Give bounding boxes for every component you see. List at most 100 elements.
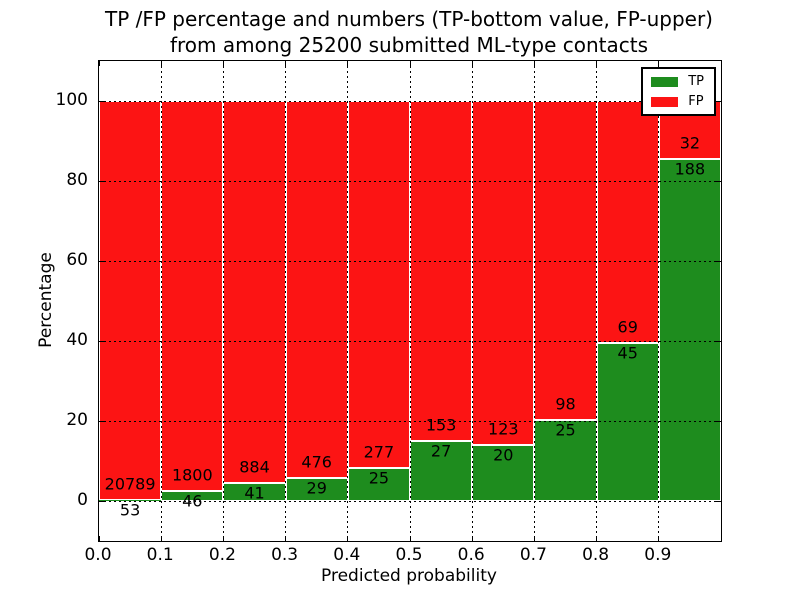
x-tick-label: 0.7 [519, 545, 547, 565]
x-tick [658, 536, 660, 541]
vertical-gridline [533, 61, 535, 541]
bar-segment-tp [472, 445, 535, 501]
x-axis-label: Predicted probability [321, 566, 497, 586]
fp-count-label: 277 [363, 442, 395, 462]
chart-title: TP /FP percentage and numbers (TP-bottom… [98, 6, 720, 58]
x-tick [160, 61, 162, 66]
x-tick [720, 536, 722, 541]
y-tick [99, 260, 104, 262]
y-tick [716, 340, 721, 342]
x-tick-label: 0.0 [84, 545, 112, 565]
legend: TP FP [641, 67, 716, 116]
x-tick [285, 536, 287, 541]
y-tick [99, 500, 104, 502]
bar-segment-fp [99, 101, 162, 500]
bar-segment-tp [223, 483, 286, 501]
vertical-gridline [160, 61, 162, 541]
bar-segment-tp [347, 467, 410, 501]
bar-segment-fp [347, 101, 410, 468]
x-tick [409, 536, 411, 541]
bar-segment-fp [285, 101, 348, 479]
fp-count-label: 153 [425, 415, 457, 435]
vertical-gridline [285, 61, 287, 541]
horizontal-gridline [99, 180, 721, 182]
y-tick-label: 100 [55, 90, 88, 110]
bar-segment-fp [223, 101, 286, 484]
y-tick [99, 100, 104, 102]
fp-count-label: 476 [301, 452, 332, 472]
y-tick [716, 100, 721, 102]
fp-count-label: 20789 [104, 474, 156, 494]
x-tick-label: 0.5 [395, 545, 423, 565]
y-tick-label: 60 [66, 250, 88, 270]
x-tick [409, 61, 411, 66]
bar-segment-fp [472, 101, 535, 446]
x-tick [471, 61, 473, 66]
bar-segment-tp [534, 419, 597, 501]
x-tick [596, 536, 598, 541]
vertical-gridline [347, 61, 349, 541]
vertical-gridline [222, 61, 224, 541]
y-tick-label: 40 [66, 330, 88, 350]
y-axis-label: Percentage [36, 252, 56, 348]
x-tick [596, 61, 598, 66]
vertical-gridline [409, 61, 411, 541]
tp-count-label: 188 [674, 159, 706, 179]
vertical-gridline [471, 61, 473, 541]
x-tick-label: 0.4 [333, 545, 361, 565]
x-tick-label: 0.9 [644, 545, 672, 565]
x-tick [160, 536, 162, 541]
tp-count-label: 20 [493, 445, 514, 465]
vertical-gridline [658, 61, 660, 541]
x-tick [471, 536, 473, 541]
bar-segment-tp [596, 343, 659, 501]
y-tick [716, 260, 721, 262]
fp-count-label: 123 [488, 419, 519, 439]
bar-segment-tp [285, 478, 348, 501]
x-tick-label: 0.3 [271, 545, 299, 565]
legend-item-fp: FP [651, 95, 704, 108]
x-tick [222, 536, 224, 541]
x-tick-label: 0.1 [146, 545, 174, 565]
horizontal-gridline [99, 260, 721, 262]
y-tick-label: 80 [66, 170, 88, 190]
y-tick [99, 340, 104, 342]
bar-segment-fp [410, 101, 473, 441]
bar-segment-tp [99, 499, 162, 501]
legend-item-tp: TP [651, 75, 704, 88]
x-tick [533, 61, 535, 66]
tp-count-label: 25 [368, 468, 390, 488]
horizontal-gridline [99, 500, 721, 502]
fp-swatch [651, 96, 679, 107]
tp-count-label: 45 [617, 343, 638, 363]
bar-segment-tp [410, 441, 473, 501]
plot-area: TP FP 20789 53 1800 46 884 41 476 29 277 25 153 27 1… [98, 60, 722, 542]
tp-count-label: 25 [555, 420, 576, 440]
x-tick [658, 61, 660, 66]
fp-count-label: 884 [239, 457, 270, 477]
tp-count-label: 41 [244, 483, 265, 503]
x-tick [98, 61, 100, 66]
x-tick [285, 61, 287, 66]
tp-count-label: 27 [430, 441, 452, 461]
fp-count-label: 69 [617, 317, 638, 337]
y-tick-label: 0 [77, 490, 88, 510]
y-tick-label: 20 [66, 410, 88, 430]
x-tick [720, 61, 722, 66]
x-tick [533, 536, 535, 541]
legend-label-fp: FP [688, 94, 704, 109]
bar-segment-tp [658, 159, 721, 501]
y-tick [716, 420, 721, 422]
x-tick [347, 61, 349, 66]
y-tick [716, 500, 721, 502]
y-tick [99, 180, 104, 182]
vertical-gridline [596, 61, 598, 541]
y-tick [99, 420, 104, 422]
tp-count-label: 53 [119, 500, 141, 520]
bar-segment-tp [161, 491, 224, 501]
chart-title-line2: from among 25200 submitted ML-type conta… [169, 33, 649, 57]
x-tick [347, 536, 349, 541]
fp-count-label: 98 [555, 394, 576, 414]
fp-count-label: 32 [679, 133, 701, 153]
